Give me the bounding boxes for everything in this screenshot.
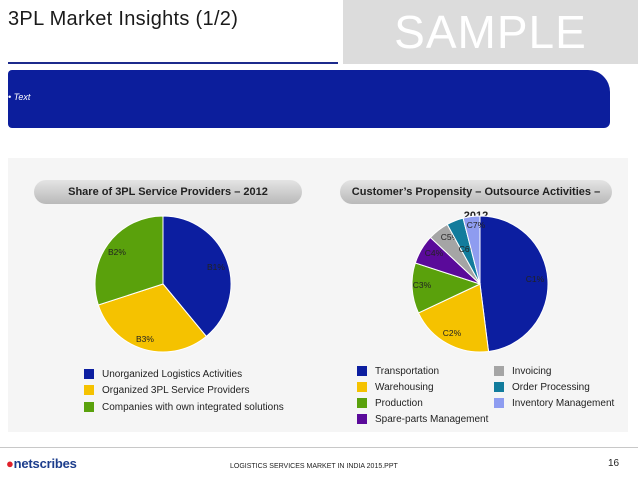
legend-label: Inventory Management xyxy=(512,398,615,409)
legend-swatch xyxy=(494,398,504,408)
legend-swatch xyxy=(357,414,367,424)
summary-banner xyxy=(8,70,610,128)
legend-swatch xyxy=(84,385,94,395)
pie-slice-c2 xyxy=(417,283,490,353)
slice-label-c5: C5% xyxy=(441,232,460,242)
chart-title-outsource-activities: Customer’s Propensity – Outsource Activi… xyxy=(340,180,612,222)
slice-label-b2: B2% xyxy=(108,247,126,257)
slice-label-c2: C2% xyxy=(443,328,462,338)
legend-label: Spare-parts Management xyxy=(375,414,489,425)
pie-slice-b2 xyxy=(94,215,164,306)
legend-label: Unorganized Logistics Activities xyxy=(102,369,243,380)
page-number: 16 xyxy=(608,458,620,469)
pie-slice-b3 xyxy=(97,283,208,353)
slice-label-c6: C6% xyxy=(459,244,478,254)
pie-slice-c7 xyxy=(462,215,481,285)
footer-document-name: LOGISTICS SERVICES MARKET IN INDIA 2015.… xyxy=(230,463,398,470)
sample-watermark: SAMPLE xyxy=(343,0,638,64)
pie-slice-c1 xyxy=(479,215,549,353)
legend-label: Invoicing xyxy=(512,366,552,377)
legend-swatch xyxy=(494,382,504,392)
legend-swatch xyxy=(494,366,504,376)
slice-label-c3: C3% xyxy=(413,280,432,290)
slice-label-c1: C1% xyxy=(526,274,545,284)
slice-label-c7: C7% xyxy=(467,220,486,230)
footer-divider xyxy=(0,447,638,448)
legend-swatch xyxy=(357,382,367,392)
slice-label-b1: B1% xyxy=(207,262,225,272)
legend-swatch xyxy=(357,398,367,408)
legend-label: Production xyxy=(375,398,423,409)
legend-label: Transportation xyxy=(375,366,440,377)
legend-swatch xyxy=(357,366,367,376)
banner-text: • Text xyxy=(8,92,31,102)
legend-label: Order Processing xyxy=(512,382,590,393)
title-underline xyxy=(8,62,338,64)
legend-label: Companies with own integrated solutions xyxy=(102,402,284,413)
netscribes-logo: ●netscribes xyxy=(6,456,77,471)
page-title: 3PL Market Insights (1/2) xyxy=(8,8,239,30)
legend-label: Organized 3PL Service Providers xyxy=(102,385,250,396)
chart-title-providers-share: Share of 3PL Service Providers – 2012 xyxy=(34,180,302,204)
slice-label-c4: C4% xyxy=(425,248,444,258)
legend-label: Warehousing xyxy=(375,382,434,393)
legend-swatch xyxy=(84,369,94,379)
legend-swatch xyxy=(84,402,94,412)
pie-slice-b1 xyxy=(162,215,232,338)
slice-label-b3: B3% xyxy=(136,334,154,344)
